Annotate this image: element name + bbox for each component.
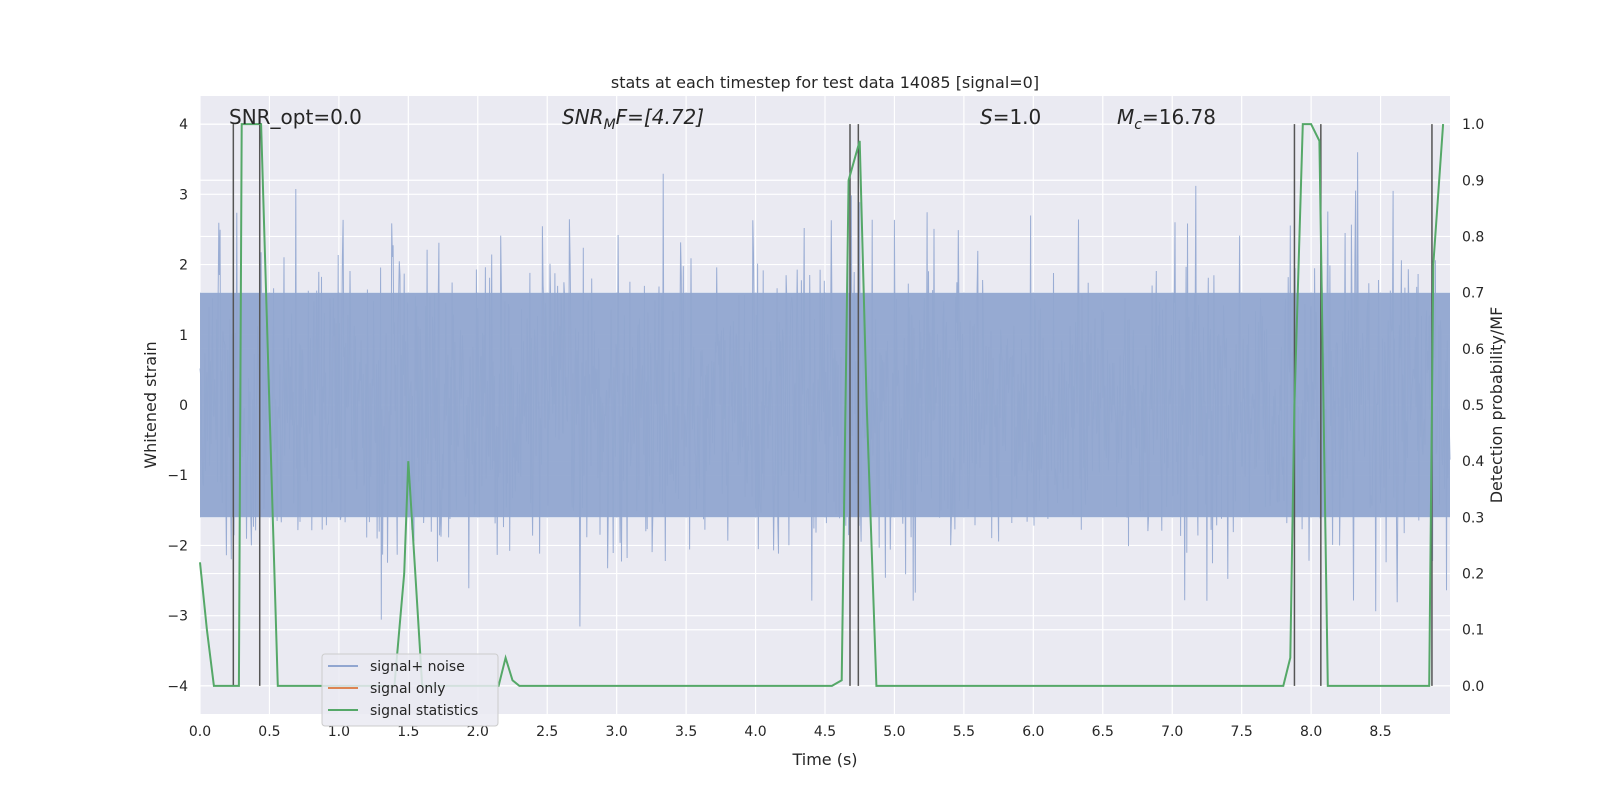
x-tick-label: 1.5 [397,724,419,740]
x-tick-label: 4.5 [814,724,836,740]
y-tick-label: −2 [167,538,188,554]
x-tick-label: 1.0 [328,724,350,740]
legend: signal+ noise signal only signal statist… [321,653,499,727]
x-tick-label: 3.5 [675,724,697,740]
annotation-snr-mf: SNRMF=[4.72] [562,105,704,133]
chart-title: stats at each timestep for test data 140… [611,73,1039,92]
y2-tick-label: 0.1 [1462,623,1484,639]
y-tick-label: 1 [179,328,188,344]
x-tick-label: 3.0 [606,724,628,740]
annotation-snr-mf-main: SNR [562,105,604,129]
series-signal-statistics [199,123,1445,687]
y2-tick-label: 0.5 [1462,398,1484,414]
y-tick-label: 0 [179,398,188,414]
y2-tick-label: 1.0 [1462,117,1484,133]
annotation-snr-opt: SNR_opt=0.0 [229,105,362,129]
y2-tick-label: 0.7 [1462,286,1484,302]
signal-statistics-line [199,123,1445,687]
annotation-s: S=1.0 [980,105,1041,129]
y-tick-label: −3 [167,609,188,625]
y-tick-label: 3 [179,187,188,203]
legend-label-signal-noise: signal+ noise [370,659,465,675]
annotation-snr-mf-sub: M [604,117,616,133]
y2-tick-label: 0.3 [1462,510,1484,526]
y2-tick-label: 0.4 [1462,454,1484,470]
tick-labels: 0.0 0.5 1.0 1.5 2.0 2.5 3.0 3.5 4.0 4.5 5.0 5.5 6.0 6… [167,117,1484,740]
annotation-snr-mf-rest: F=[4.72] [616,105,704,129]
y-tick-label: −4 [167,679,188,695]
annotation-s-val: =1.0 [993,105,1042,129]
x-tick-label: 2.5 [536,724,558,740]
y2-axis-label: Detection probability/MF [1487,307,1506,504]
x-tick-label: 5.5 [953,724,975,740]
signal-noise-core [200,292,1450,518]
x-tick-label: 0.5 [258,724,280,740]
y-tick-label: 4 [179,117,188,133]
y2-tick-label: 0.6 [1462,342,1484,358]
y-tick-label: 2 [179,258,188,274]
y2-tick-label: 0.8 [1462,229,1484,245]
legend-box [321,653,499,727]
y2-tick-label: 0.0 [1462,679,1484,695]
x-tick-label: 5.0 [883,724,905,740]
legend-label-signal-only: signal only [370,681,445,697]
x-tick-label: 6.5 [1092,724,1114,740]
legend-label-signal-statistics: signal statistics [370,703,478,719]
x-tick-label: 7.0 [1161,724,1183,740]
y-axis-label: Whitened strain [141,341,160,468]
x-tick-label: 8.0 [1300,724,1322,740]
annotation-mc-val: =16.78 [1142,105,1216,129]
annotation-s-var: S [980,105,993,129]
y2-tick-label: 0.9 [1462,173,1484,189]
y2-tick-label: 0.2 [1462,567,1484,583]
x-tick-label: 4.0 [744,724,766,740]
x-tick-label: 6.0 [1022,724,1044,740]
x-axis-label: Time (s) [791,750,857,769]
x-tick-label: 7.5 [1231,724,1253,740]
y-tick-label: −1 [167,468,188,484]
x-tick-label: 0.0 [189,724,211,740]
x-tick-label: 8.5 [1369,724,1391,740]
annotation-mc-var: M [1117,105,1134,129]
annotation-mc: Mc=16.78 [1117,105,1216,133]
annotations: SNR_opt=0.0 SNRMF=[4.72] S=1.0 Mc=16.78 [229,105,1216,133]
x-tick-label: 2.0 [467,724,489,740]
annotation-mc-sub: c [1134,117,1142,133]
